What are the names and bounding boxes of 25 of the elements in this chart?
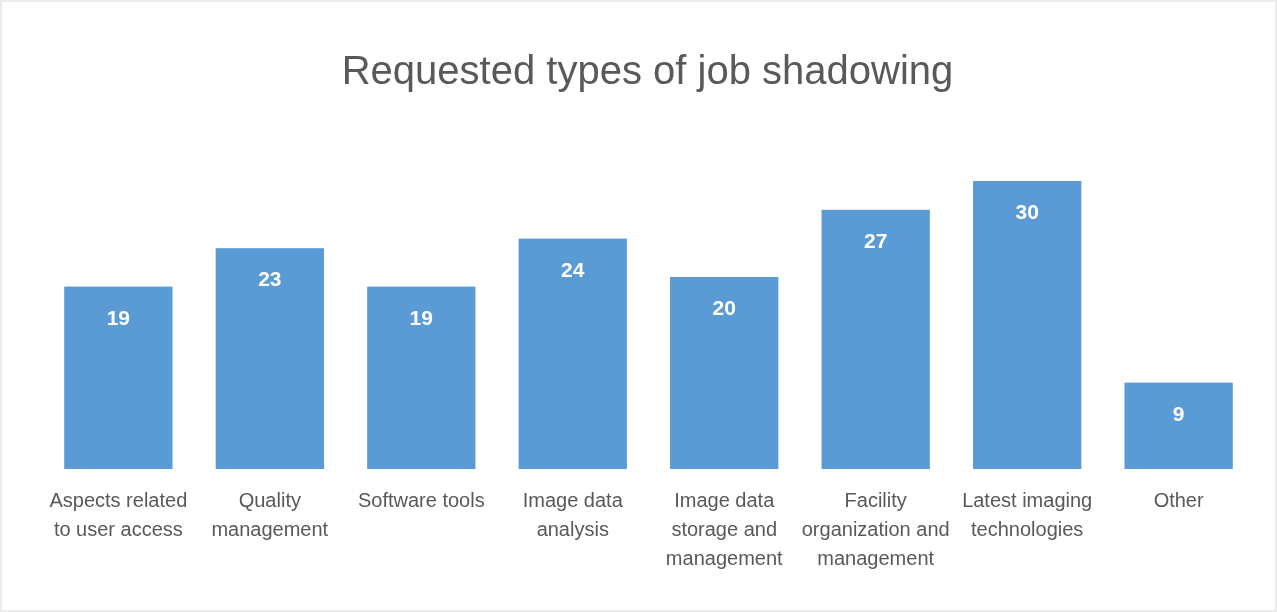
data-label: 19 (409, 305, 433, 329)
data-label: 27 (864, 228, 888, 252)
x-tick-label: Other (1153, 489, 1204, 511)
bar (1124, 382, 1233, 469)
x-tick-label: Facility organization and management (801, 489, 950, 569)
x-tick-label: Latest imaging technologies (962, 489, 1093, 540)
bar (215, 248, 324, 469)
data-label: 30 (1015, 200, 1039, 223)
x-tick-label: Aspects related to user access (49, 489, 188, 540)
bar (367, 286, 476, 469)
data-label: 9 (1172, 401, 1185, 425)
bar (973, 181, 1082, 469)
data-label: 23 (258, 267, 282, 291)
bar (670, 277, 779, 469)
bar (518, 238, 627, 469)
data-label: 19 (106, 305, 131, 329)
bar (821, 209, 930, 469)
x-tick-label: Quality management (211, 489, 329, 540)
data-label: 20 (712, 296, 736, 319)
bar (64, 286, 173, 469)
x-tick-label: Image data storage and management (665, 489, 784, 569)
data-label: 24 (561, 257, 585, 281)
x-tick-label: Image data analysis (522, 489, 624, 540)
x-tick-label: Software tools (357, 489, 485, 511)
chart-title: Requested types of job shadowing (341, 48, 954, 92)
